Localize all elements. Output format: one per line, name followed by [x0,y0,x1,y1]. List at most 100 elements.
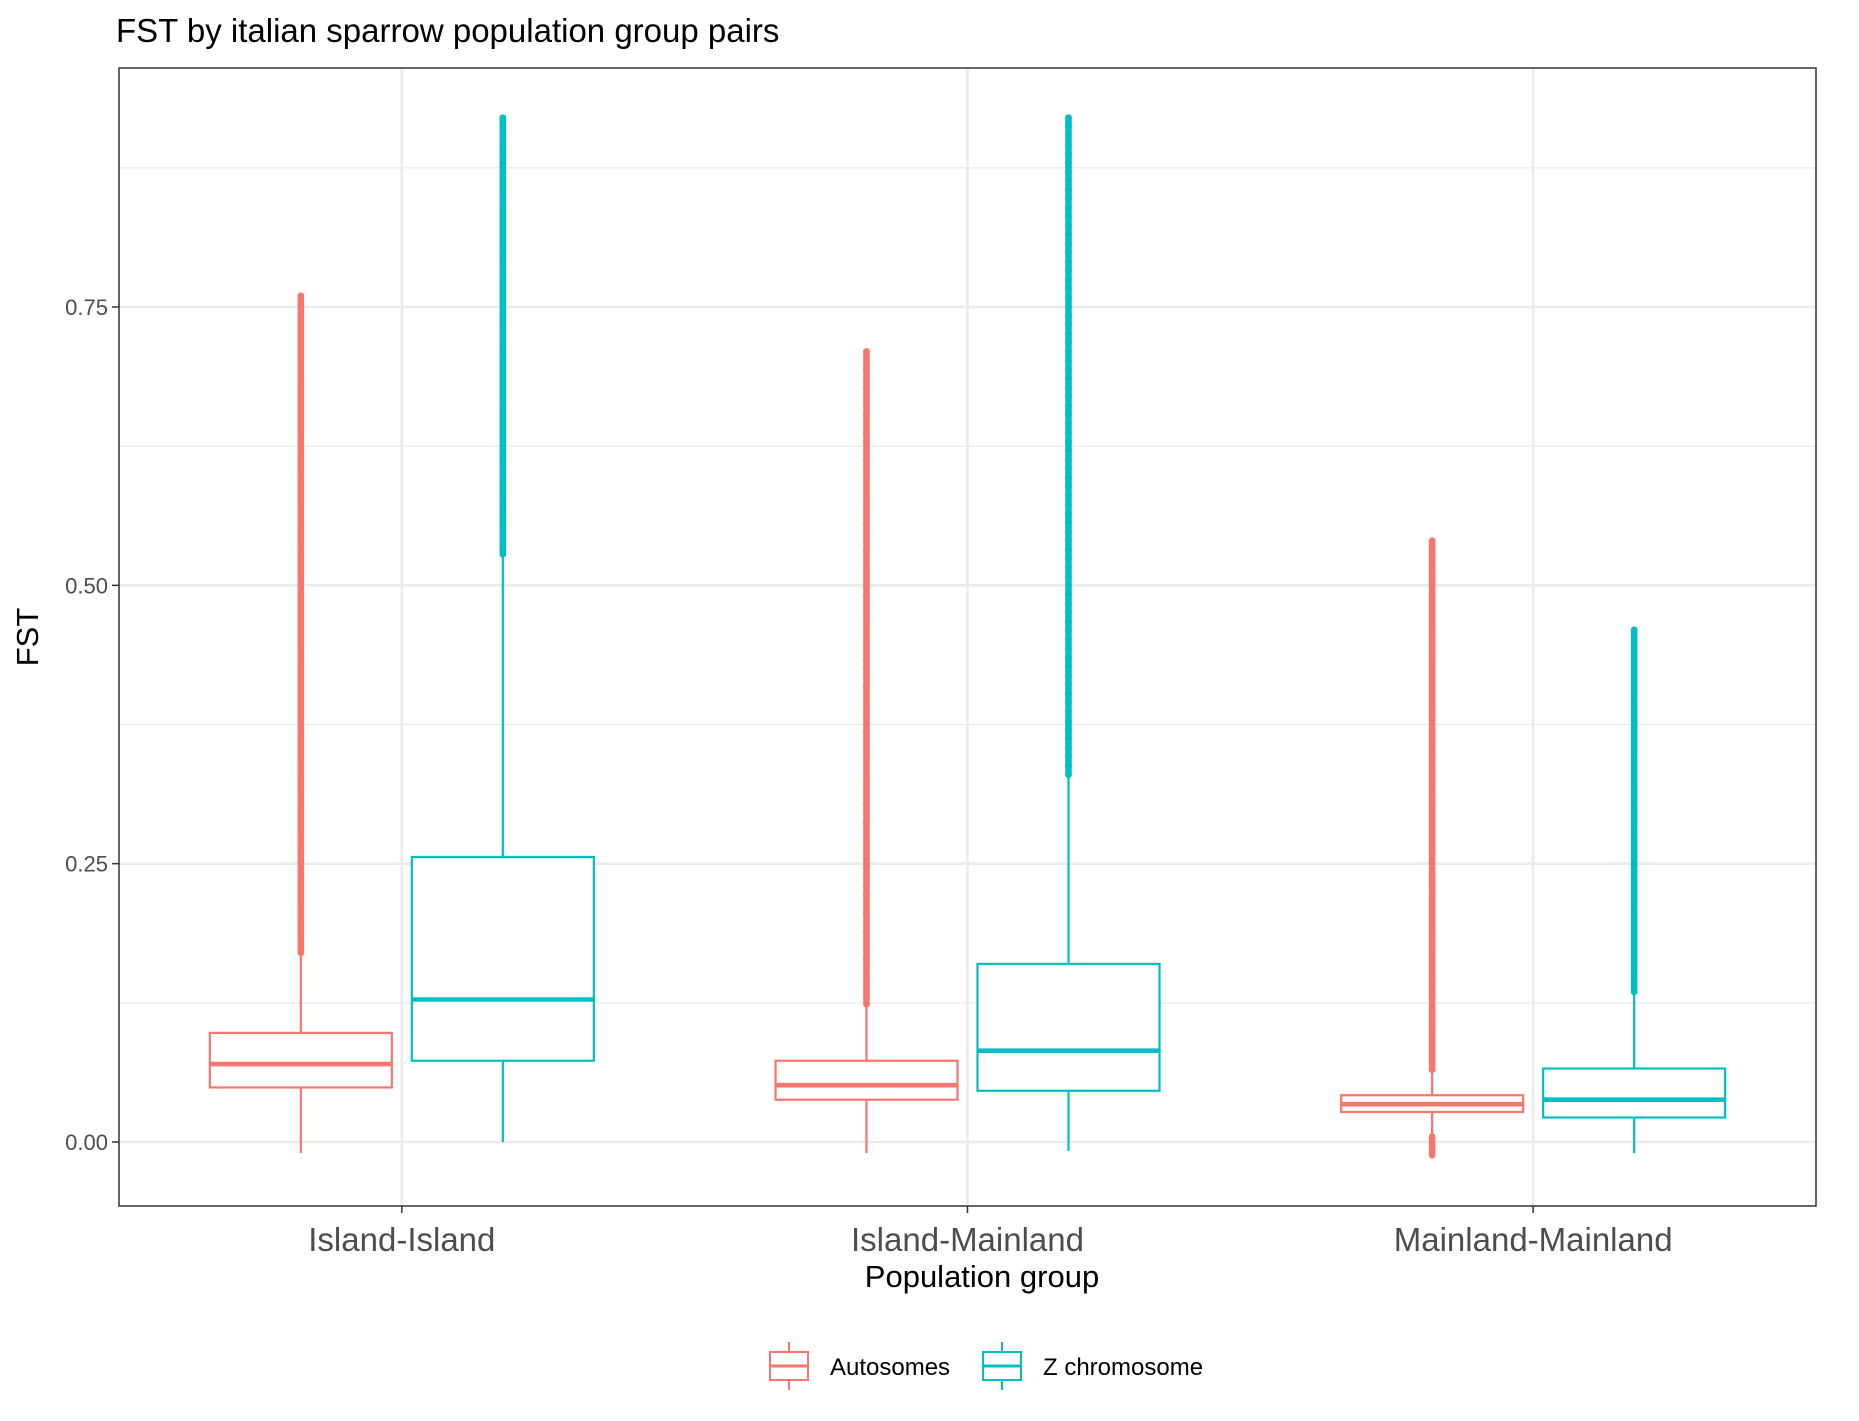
outlier-point [863,565,870,573]
outlier-point [499,550,507,558]
y-axis: 0.00 0.25 0.50 0.75 [65,295,119,1155]
outlier-point [1630,970,1638,978]
outlier-point [297,472,305,480]
outlier-point [297,427,305,435]
outlier-point [1630,626,1638,634]
outlier-point [297,922,305,930]
outlier-point [1630,852,1638,860]
outlier-point [499,423,507,431]
outlier-point [499,332,507,340]
outlier-point [1630,716,1638,724]
outlier-point [1065,681,1072,689]
outlier-point [863,810,870,818]
outlier-point [1065,474,1072,482]
outlier-point [499,150,507,158]
outlier-point [1065,285,1072,293]
outlier-point [297,553,305,561]
outlier-point [297,805,305,813]
outlier-point [1630,906,1638,914]
outlier-point [863,547,870,555]
outlier-point [863,465,870,473]
outlier-point [297,616,305,624]
outlier-point [297,535,305,543]
outlier-point [1630,780,1638,788]
outlier-point [297,364,305,372]
outlier-point [499,405,507,413]
outlier-point [1630,888,1638,896]
outlier-point [297,373,305,381]
outlier-point [499,505,507,513]
outlier-point [499,378,507,385]
outlier-point [863,746,870,754]
outlier-point [1428,573,1436,581]
outlier-point [297,346,305,354]
outlier-point [1065,330,1072,338]
outlier-point [1065,465,1072,473]
outlier-point [863,384,870,392]
outlier-point [1428,949,1436,957]
outlier-point [863,583,870,591]
outlier-point [1065,528,1072,536]
outlier-point [297,499,305,507]
outlier-point [297,814,305,822]
outlier-point [1428,779,1436,787]
outlier-point [1630,943,1638,950]
outlier-point [863,900,870,908]
outlier-point [297,940,305,948]
outlier-point [1428,770,1436,778]
outlier-point [1065,267,1072,275]
outlier-point [297,652,305,660]
outlier-point [499,368,507,376]
outlier-point [1630,725,1638,733]
x-tick-label: Island-Mainland [851,1221,1084,1258]
outlier-point [499,159,507,167]
outlier-point [297,841,305,849]
outlier-point [863,429,870,437]
outlier-point [297,436,305,444]
outlier-point [297,580,305,588]
outlier-point [1428,869,1436,876]
outlier-point [1428,698,1436,706]
outlier-point [297,913,305,921]
y-tick-label: 0.50 [65,573,108,598]
outlier-point [297,679,305,687]
outlier-point [297,382,305,390]
outlier-point [499,414,507,422]
outlier-point [863,456,870,464]
outlier-point [863,946,870,953]
outlier-point [863,402,870,410]
outlier-point [1428,707,1436,715]
outlier-point [863,474,870,482]
outlier-point [297,643,305,651]
outlier-point [1428,591,1436,598]
outlier-point [1428,1048,1436,1056]
outlier-point [1630,671,1638,679]
outlier-point [499,277,507,285]
box-z-chromosome-mainland-mainland [1542,626,1727,1154]
outlier-point [297,895,305,903]
box-autosomes-mainland-mainland [1340,537,1525,1159]
outlier-point [1065,276,1072,284]
outlier-point [863,692,870,700]
outlier-point [297,778,305,786]
outlier-point [1065,294,1072,302]
box-body [410,855,595,1062]
outlier-point [1065,672,1072,680]
box-z-chromosome-island-island [410,114,595,1142]
outlier-point [297,760,305,768]
outlier-point [863,701,870,709]
outlier-point [863,656,870,664]
outlier-point [1065,177,1072,185]
outlier-point [863,502,870,509]
outlier-point [1428,1039,1436,1047]
outlier-point [1065,762,1072,770]
outlier-point [499,323,507,331]
box-body [976,962,1161,1092]
outlier-point [1428,985,1436,993]
outlier-point [297,301,305,309]
outlier-point [297,328,305,336]
outlier-point [297,832,305,840]
outlier-point [1630,707,1638,715]
outlier-point [863,973,870,981]
outlier-point [1630,915,1638,923]
